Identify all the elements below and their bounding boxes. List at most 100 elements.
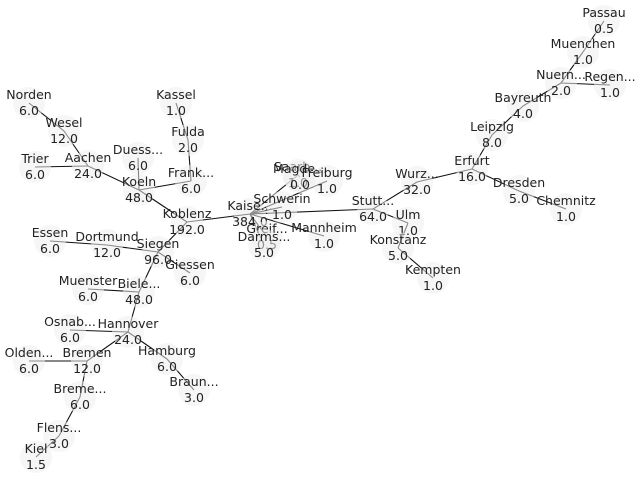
node-layer: Passau0.5Muenchen1.0Nuern...2.0Regen...1… (5, 5, 636, 473)
node-name-label: Passau (582, 5, 625, 20)
node-marker (171, 206, 203, 238)
node-marker (266, 191, 298, 223)
node-marker (248, 229, 280, 261)
node-name-label: Muenchen (551, 36, 616, 51)
node-marker (550, 193, 582, 225)
node-value-label: 6.0 (40, 241, 60, 256)
node-marker (122, 142, 154, 174)
node-marker (34, 225, 66, 257)
node-name-label: Kaise... (227, 198, 272, 213)
node-marker (160, 87, 192, 119)
node-name-label: Bremen (63, 345, 112, 360)
node-value-label: 6.0 (19, 103, 39, 118)
node-name-label: Braun... (169, 374, 218, 389)
node-value-label: 2.0 (551, 83, 571, 98)
node-value-label: 8.0 (482, 135, 502, 150)
node-name-label: Frank... (168, 165, 214, 180)
node-value-label: 1.5 (26, 457, 46, 472)
node-nuern: Nuern...2.0 (536, 67, 586, 99)
node-marker (507, 90, 539, 122)
node-marker (594, 69, 626, 101)
node-wurz: Wurz...32.0 (395, 166, 439, 198)
node-value-label: 24.0 (114, 332, 142, 347)
node-name-label: Erfurt (454, 153, 489, 168)
node-value-label: 5.0 (388, 248, 408, 263)
node-name-label: Hannover (98, 316, 160, 331)
node-marker (417, 262, 449, 294)
node-marker (64, 381, 96, 413)
node-marker (308, 220, 340, 252)
node-value-label: 16.0 (458, 169, 486, 184)
node-marker (54, 314, 86, 346)
node-value-label: 1.0 (166, 103, 186, 118)
node-value-label: 24.0 (74, 166, 102, 181)
node-duess: Duess...6.0 (113, 142, 163, 174)
node-value-label: 0.5 (594, 21, 614, 36)
node-name-label: Nuern... (536, 67, 586, 82)
node-marker (43, 420, 75, 452)
node-name-label: Essen (32, 225, 69, 240)
node-marker (20, 441, 52, 473)
node-name-label: Kiel (25, 441, 48, 456)
node-name-label: Kempten (405, 262, 461, 277)
node-marker (357, 193, 389, 225)
node-name-label: Chemnitz (536, 193, 596, 208)
node-name-label: Breme... (54, 381, 107, 396)
node-value-label: 6.0 (181, 181, 201, 196)
node-marker (71, 345, 103, 377)
node-marker (567, 36, 599, 68)
node-marker (178, 374, 210, 406)
node-regen: Regen...1.0 (584, 69, 636, 101)
node-value-label: 96.0 (144, 252, 172, 267)
node-marker (503, 175, 535, 207)
node-name-label: Norden (6, 87, 51, 102)
node-marker (401, 166, 433, 198)
node-value-label: 6.0 (180, 273, 200, 288)
node-value-label: 64.0 (359, 209, 387, 224)
node-name-label: Schwerin (253, 191, 310, 206)
node-name-label: Regen... (584, 69, 635, 84)
node-value-label: 1.0 (556, 209, 576, 224)
node-value-label: 1.0 (272, 207, 292, 222)
node-marker (588, 5, 620, 37)
node-marker (174, 257, 206, 289)
node-breme: Breme...6.0 (54, 381, 107, 413)
node-marker (234, 198, 266, 230)
node-name-label: Siegen (137, 236, 180, 251)
node-value-label: 5.0 (509, 191, 529, 206)
node-value-label: 12.0 (93, 245, 121, 260)
node-value-label: 0.0 (290, 177, 310, 192)
node-value-label: 6.0 (78, 289, 98, 304)
node-value-label: 48.0 (125, 190, 153, 205)
node-olden: Olden...6.0 (5, 345, 53, 377)
node-braun: Braun...3.0 (169, 374, 219, 406)
node-biele: Biele...48.0 (118, 276, 160, 308)
node-darms: Darms...5.0 (238, 229, 290, 261)
node-name-label: Aachen (65, 150, 112, 165)
